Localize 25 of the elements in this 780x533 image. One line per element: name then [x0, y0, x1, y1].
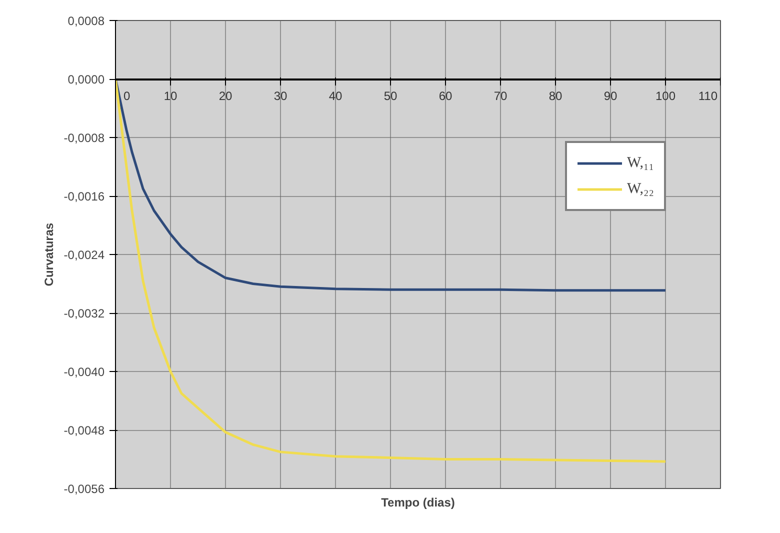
- y-tick-label: -0,0040: [64, 365, 105, 379]
- y-tick-label: -0,0024: [64, 248, 105, 262]
- x-tick-label: 30: [274, 89, 288, 103]
- x-axis-title: Tempo (dias): [381, 496, 455, 510]
- legend-label: W,₁₁: [627, 154, 654, 172]
- x-tick-label: 100: [655, 89, 676, 103]
- y-tick-label: 0,0008: [68, 14, 105, 28]
- x-tick-label: 110: [698, 89, 718, 103]
- y-tick-label: 0,0000: [68, 72, 105, 86]
- x-tick-label: 50: [384, 89, 398, 103]
- y-tick-label: -0,0048: [64, 424, 105, 438]
- y-tick-label: -0,0056: [64, 482, 105, 496]
- x-tick-label: 60: [438, 89, 452, 103]
- x-tick-label: 70: [494, 89, 508, 103]
- x-tick-label: 0: [124, 89, 130, 103]
- x-tick-label: 80: [548, 89, 562, 103]
- legend-label: W,₂₂: [627, 180, 654, 198]
- y-tick-label: -0,0016: [64, 190, 105, 204]
- y-tick-label: -0,0032: [64, 306, 105, 320]
- x-tick-label: 10: [164, 89, 178, 103]
- x-tick-label: 40: [328, 89, 342, 103]
- y-axis-title: Curvaturas: [42, 222, 56, 286]
- y-tick-label: -0,0008: [64, 131, 105, 145]
- x-tick-label: 90: [604, 89, 618, 103]
- x-tick-label: 20: [218, 89, 232, 103]
